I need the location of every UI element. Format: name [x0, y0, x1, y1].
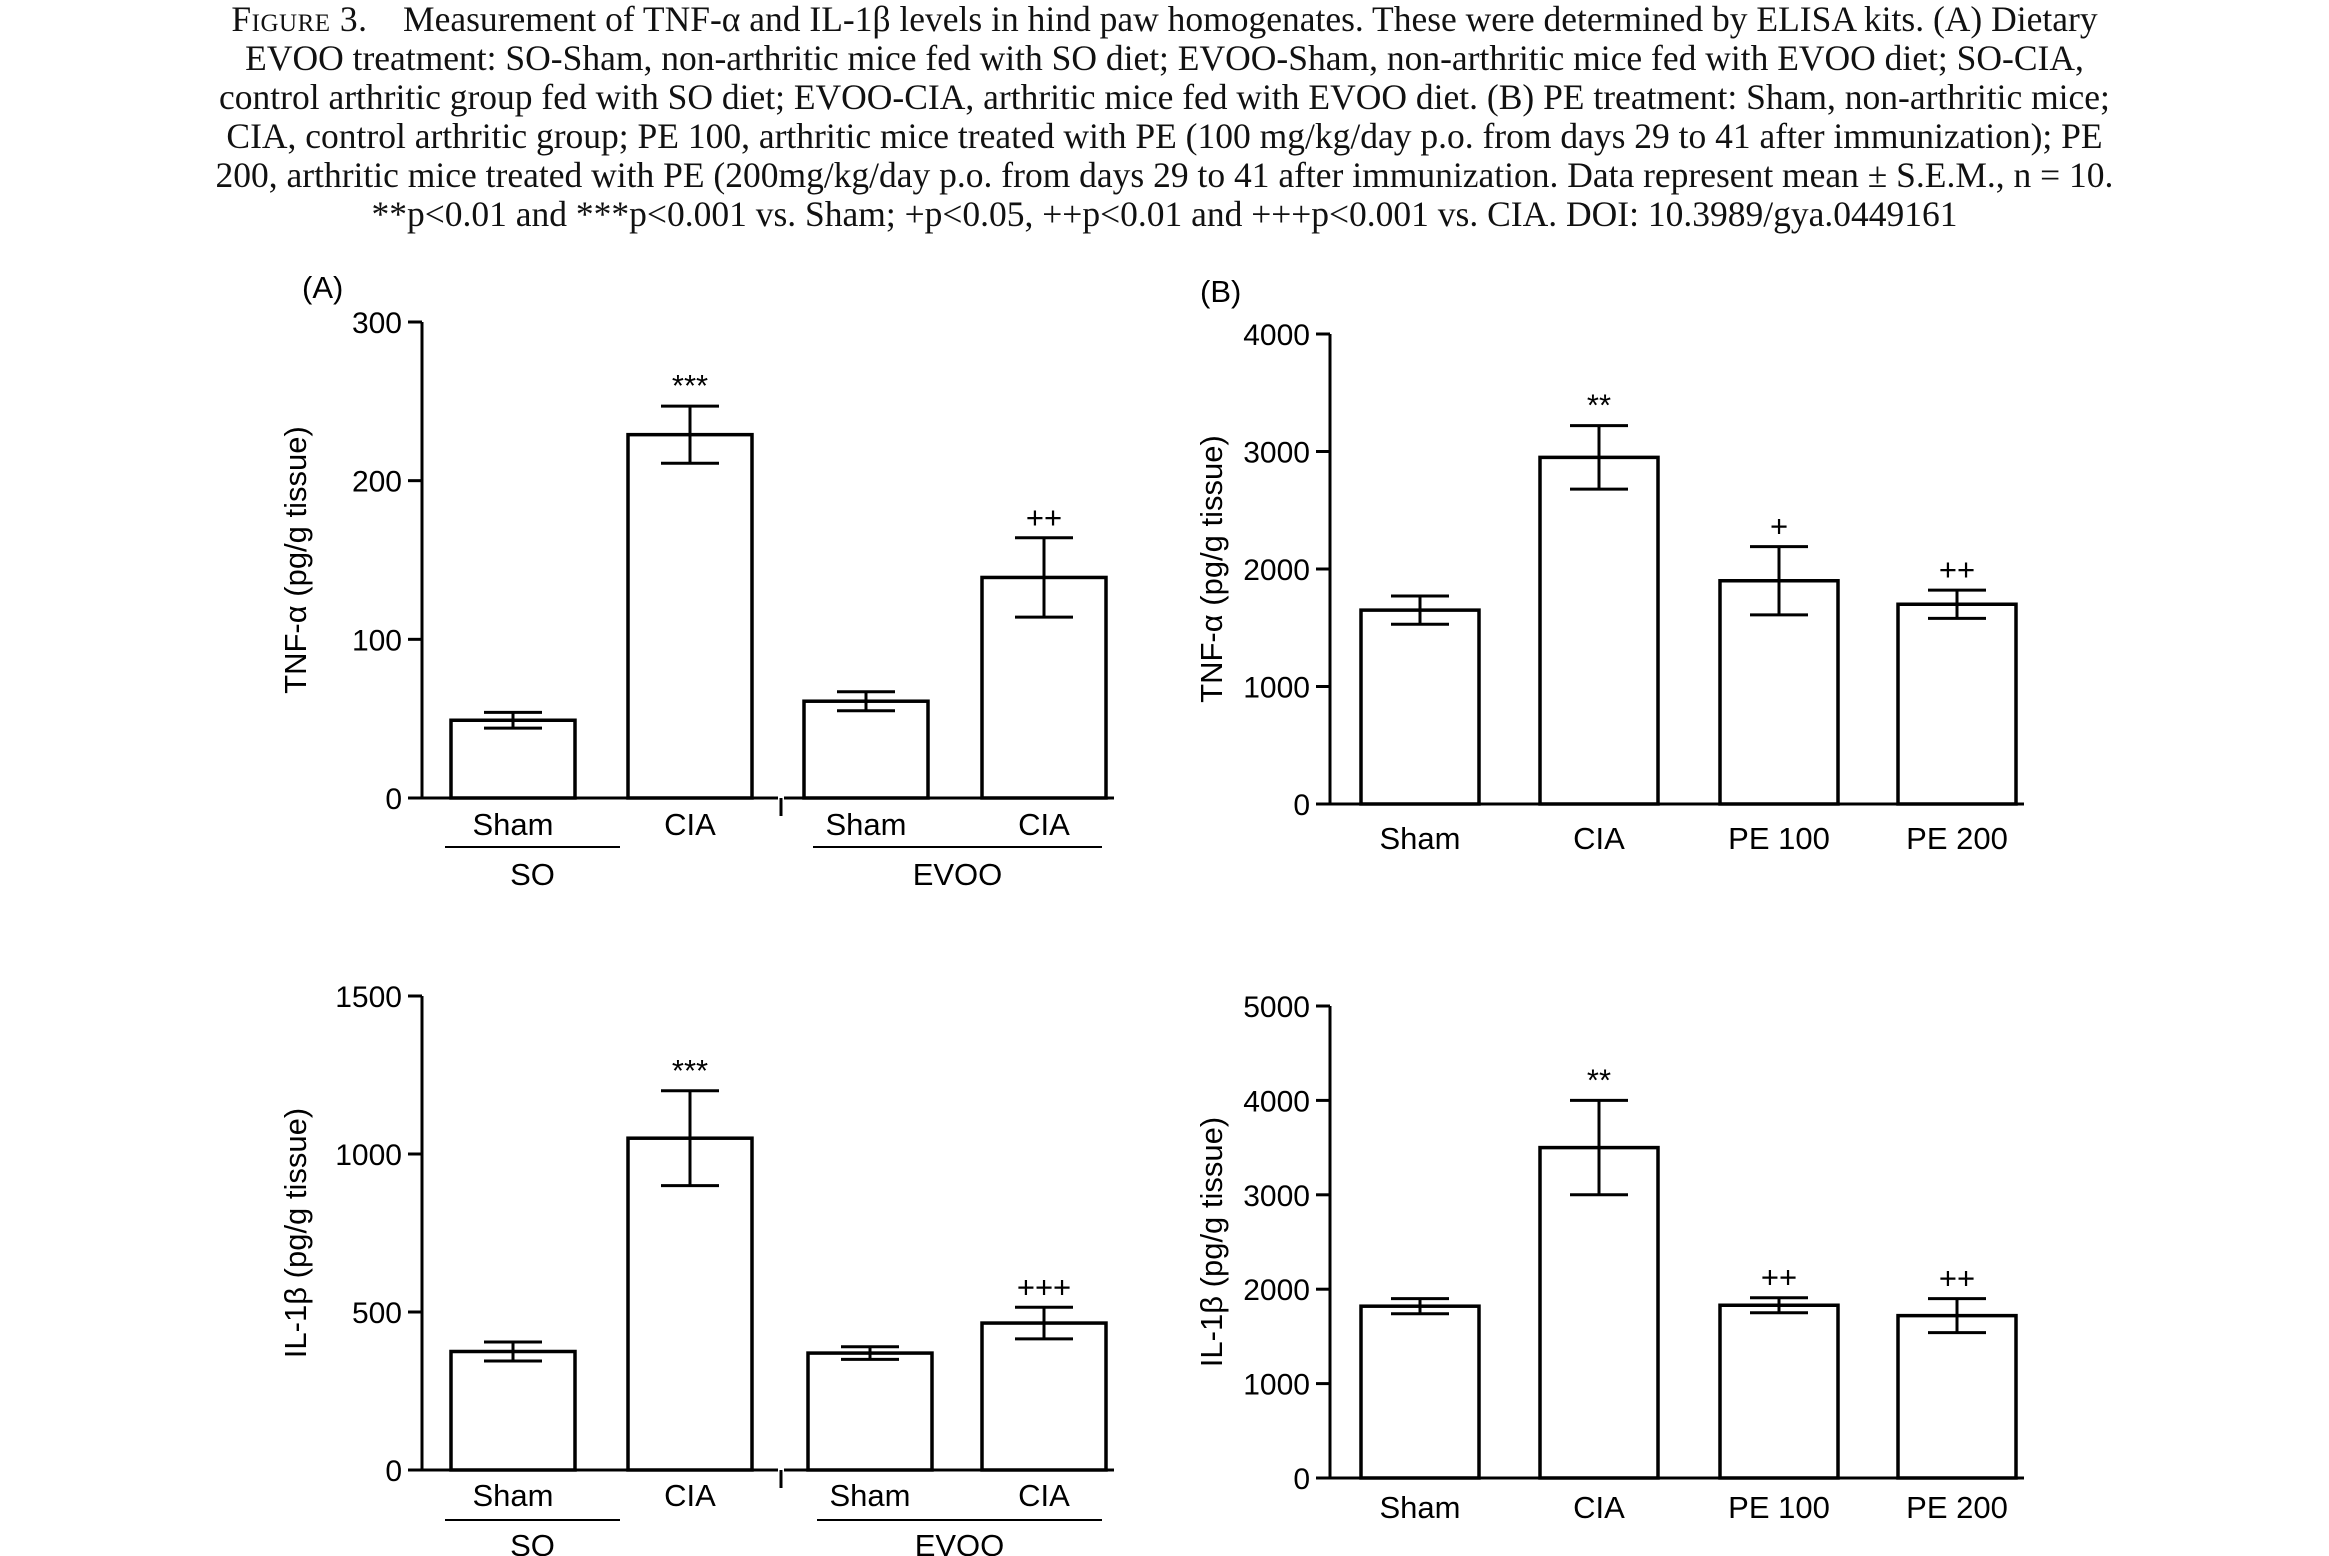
panel1-bar	[626, 432, 754, 800]
panel1-category-label: Sham	[826, 807, 907, 842]
panel3-y-axis-label: IL-1β (pg/g tissue)	[278, 1108, 313, 1358]
panel2-y-tick-label: 3000	[1243, 437, 1310, 470]
panel3-bar	[806, 1351, 934, 1472]
panel2-category-label: Sham	[1380, 821, 1461, 856]
panel1-bar	[802, 699, 930, 800]
panel1-category-label: CIA	[1018, 807, 1070, 842]
panel3-bar	[626, 1136, 754, 1472]
panel3-y-tick-label: 1000	[335, 1139, 402, 1172]
panel3-category-label: Sham	[473, 1478, 554, 1513]
panel2-y-tick-label: 2000	[1243, 554, 1310, 587]
panel1-significance-label: ++	[1026, 500, 1062, 535]
panel2-category-label: CIA	[1573, 821, 1625, 856]
panel4-category-label: Sham	[1380, 1490, 1461, 1525]
panel4-significance-label: **	[1587, 1062, 1611, 1097]
caption-line-2: EVOO treatment: SO-Sham, non-arthritic m…	[245, 38, 2084, 78]
caption-line-3: control arthritic group fed with SO diet…	[219, 77, 2110, 117]
panel4-y-tick-label: 4000	[1243, 1085, 1310, 1118]
panel3-group-label: EVOO	[915, 1528, 1005, 1556]
panel2-significance-label: +	[1770, 509, 1788, 544]
panel4-y-tick-label: 0	[1293, 1463, 1310, 1496]
panel2-bar	[1896, 602, 2018, 806]
panel3-category-label: CIA	[1018, 1478, 1070, 1513]
panel4-bar	[1359, 1304, 1481, 1480]
panel3-y-tick-label: 500	[352, 1297, 402, 1330]
panel4-category-label: PE 200	[1906, 1490, 2008, 1525]
panel2-bar	[1359, 608, 1481, 806]
panel4-bar	[1896, 1313, 2018, 1480]
panel3-bar	[449, 1349, 577, 1472]
panel3-category-label: Sham	[830, 1478, 911, 1513]
panel2-significance-label: **	[1587, 388, 1611, 423]
panel2-y-tick-label: 1000	[1243, 672, 1310, 705]
panel2-y-axis-label: TNF-α (pg/g tissue)	[1194, 435, 1229, 703]
panel1-y-axis-label: TNF-α (pg/g tissue)	[278, 426, 313, 694]
panel2-significance-label: ++	[1939, 552, 1975, 587]
panel2-category-label: PE 100	[1728, 821, 1830, 856]
panel2-y-tick-label: 4000	[1243, 319, 1310, 352]
panel4-bar	[1718, 1303, 1840, 1480]
panel1-panel-label: (A)	[302, 270, 343, 305]
panel3-significance-label: +++	[1017, 1269, 1071, 1304]
panel4-bar	[1538, 1145, 1660, 1480]
panel4-y-tick-label: 5000	[1243, 991, 1310, 1024]
panel1-group-label: SO	[510, 857, 555, 892]
panel3-category-label: CIA	[664, 1478, 716, 1513]
figure-label: Figure 3.	[231, 0, 368, 39]
panel4-significance-label: ++	[1939, 1261, 1975, 1296]
caption-text-1: Measurement of TNF-α and IL-1β levels in…	[403, 0, 2098, 39]
caption-line-5: 200, arthritic mice treated with PE (200…	[215, 155, 2114, 195]
panel4-y-tick-label: 1000	[1243, 1369, 1310, 1402]
panel4-y-tick-label: 2000	[1243, 1274, 1310, 1307]
panel4-y-axis-label: IL-1β (pg/g tissue)	[1194, 1117, 1229, 1367]
panel1-group-label: EVOO	[913, 857, 1003, 892]
panel3-group-label: SO	[510, 1528, 555, 1556]
panel4-category-label: CIA	[1573, 1490, 1625, 1525]
panel4-significance-label: ++	[1761, 1260, 1797, 1295]
panel1-significance-label: ***	[672, 368, 708, 403]
panel3-significance-label: ***	[672, 1053, 708, 1088]
panel1-y-tick-label: 300	[352, 307, 402, 340]
caption-line-6: **p<0.01 and ***p<0.001 vs. Sham; +p<0.0…	[371, 194, 1958, 234]
panel2-bar	[1538, 455, 1660, 806]
panel3-y-tick-label: 0	[385, 1455, 402, 1488]
panel4-y-tick-label: 3000	[1243, 1180, 1310, 1213]
caption-line-1: Figure 3. Measurement of TNF-α and IL-1β…	[0, 0, 2329, 39]
panel1-category-label: Sham	[473, 807, 554, 842]
caption-line-4: CIA, control arthritic group; PE 100, ar…	[226, 116, 2103, 156]
panel3-y-tick-label: 1500	[335, 981, 402, 1014]
panel1-category-label: CIA	[664, 807, 716, 842]
panel1-y-tick-label: 200	[352, 466, 402, 499]
panel1-y-tick-label: 100	[352, 624, 402, 657]
panel2-panel-label: (B)	[1200, 274, 1241, 309]
panel2-y-tick-label: 0	[1293, 789, 1310, 822]
figure-caption: Figure 3. Measurement of TNF-α and IL-1β…	[0, 0, 2329, 290]
panel1-bar	[449, 718, 577, 800]
panel1-y-tick-label: 0	[385, 783, 402, 816]
panel2-category-label: PE 200	[1906, 821, 2008, 856]
panel3-bar	[980, 1321, 1108, 1472]
panel4-category-label: PE 100	[1728, 1490, 1830, 1525]
